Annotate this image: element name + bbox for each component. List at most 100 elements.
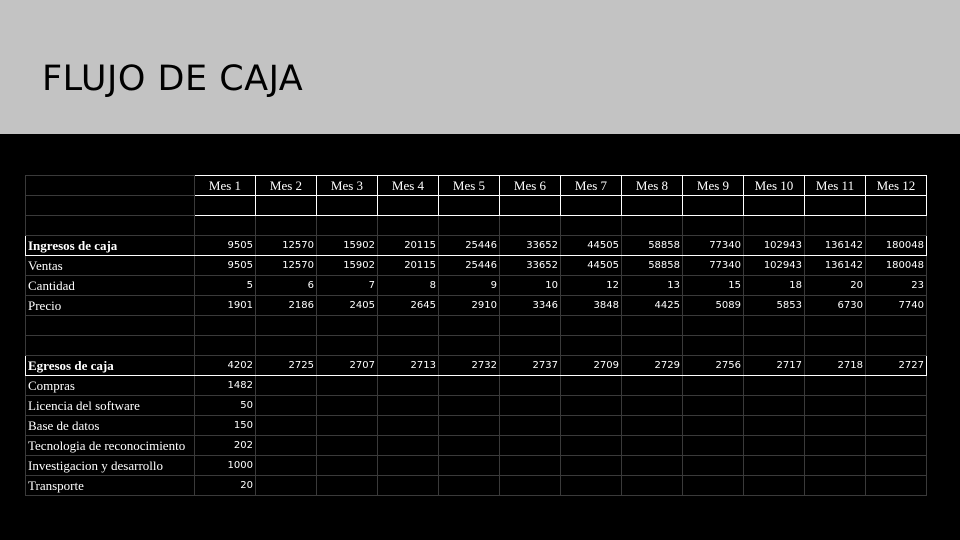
row-value bbox=[865, 475, 927, 496]
blank-cell bbox=[621, 215, 683, 236]
row-value bbox=[316, 435, 378, 456]
row-value bbox=[499, 475, 561, 496]
row-label: Compras bbox=[25, 375, 195, 396]
total-value: 2713 bbox=[377, 355, 439, 376]
row-value: 5089 bbox=[682, 295, 744, 316]
row-value: 18 bbox=[743, 275, 805, 296]
month-header: Mes 4 bbox=[377, 175, 439, 196]
total-value: 12570 bbox=[255, 235, 317, 256]
month-header: Mes 7 bbox=[560, 175, 622, 196]
total-value: 136142 bbox=[804, 235, 866, 256]
blank-cell bbox=[377, 195, 439, 216]
row-value: 15902 bbox=[316, 255, 378, 276]
row-value bbox=[682, 435, 744, 456]
table-row: Ventas 9505 12570 15902 20115 25446 33652 44505… bbox=[25, 255, 927, 276]
row-value bbox=[804, 455, 866, 476]
total-value: 102943 bbox=[743, 235, 805, 256]
blank-cell bbox=[316, 335, 378, 356]
row-value bbox=[743, 375, 805, 396]
row-label: Tecnologia de reconocimiento bbox=[25, 435, 195, 456]
blank-cell bbox=[743, 335, 805, 356]
total-value: 20115 bbox=[377, 235, 439, 256]
row-value bbox=[499, 455, 561, 476]
row-value bbox=[377, 475, 439, 496]
row-value: 7 bbox=[316, 275, 378, 296]
blank-cell bbox=[499, 335, 561, 356]
row-value: 3848 bbox=[560, 295, 622, 316]
blank-cell bbox=[25, 215, 195, 236]
row-value bbox=[743, 455, 805, 476]
blank-cell bbox=[25, 195, 195, 216]
row-value: 6730 bbox=[804, 295, 866, 316]
blank-cell bbox=[804, 215, 866, 236]
row-value bbox=[804, 415, 866, 436]
blank-cell bbox=[865, 315, 927, 336]
row-value bbox=[865, 375, 927, 396]
row-value bbox=[804, 435, 866, 456]
row-value: 20115 bbox=[377, 255, 439, 276]
blank-cell bbox=[865, 335, 927, 356]
blank-cell bbox=[743, 195, 805, 216]
row-value bbox=[438, 455, 500, 476]
ingresos-total-row: Ingresos de caja 9505 12570 15902 20115 25446… bbox=[25, 235, 927, 256]
total-value: 77340 bbox=[682, 235, 744, 256]
blank-cell bbox=[438, 315, 500, 336]
row-label: Investigacion y desarrollo bbox=[25, 455, 195, 476]
blank-cell bbox=[804, 315, 866, 336]
row-value: 150 bbox=[194, 415, 256, 436]
row-value: 6 bbox=[255, 275, 317, 296]
blank-cell bbox=[377, 335, 439, 356]
month-header: Mes 5 bbox=[438, 175, 500, 196]
row-value bbox=[255, 415, 317, 436]
blank-cell bbox=[682, 195, 744, 216]
total-value: 2718 bbox=[804, 355, 866, 376]
blank-cell bbox=[499, 215, 561, 236]
spacer-row bbox=[25, 335, 927, 356]
blank-cell bbox=[377, 315, 439, 336]
month-header: Mes 11 bbox=[804, 175, 866, 196]
total-value: 2756 bbox=[682, 355, 744, 376]
row-value: 1901 bbox=[194, 295, 256, 316]
row-label: Transporte bbox=[25, 475, 195, 496]
row-value bbox=[560, 375, 622, 396]
row-value bbox=[316, 415, 378, 436]
row-value: 8 bbox=[377, 275, 439, 296]
row-value: 25446 bbox=[438, 255, 500, 276]
row-value bbox=[682, 395, 744, 416]
table-row: Licencia del software 50 bbox=[25, 395, 927, 416]
blank-cell bbox=[743, 315, 805, 336]
row-label: Egresos de caja bbox=[25, 355, 195, 376]
row-value bbox=[438, 395, 500, 416]
total-value: 2732 bbox=[438, 355, 500, 376]
row-value bbox=[316, 455, 378, 476]
total-value: 2709 bbox=[560, 355, 622, 376]
total-value: 180048 bbox=[865, 235, 927, 256]
total-value: 15902 bbox=[316, 235, 378, 256]
row-value bbox=[865, 415, 927, 436]
blank-cell bbox=[560, 215, 622, 236]
row-value bbox=[316, 375, 378, 396]
blank-cell bbox=[25, 335, 195, 356]
row-value bbox=[499, 375, 561, 396]
blank-cell bbox=[194, 335, 256, 356]
row-value bbox=[255, 475, 317, 496]
row-label: Cantidad bbox=[25, 275, 195, 296]
row-value bbox=[255, 455, 317, 476]
row-value: 20 bbox=[804, 275, 866, 296]
spacer-row bbox=[25, 215, 927, 236]
table-row: Compras 1482 bbox=[25, 375, 927, 396]
blank-cell bbox=[682, 315, 744, 336]
table-row: Precio 1901 2186 2405 2645 2910 3346 3848 4425 50… bbox=[25, 295, 927, 316]
total-value: 4202 bbox=[194, 355, 256, 376]
row-value: 136142 bbox=[804, 255, 866, 276]
blank-cell bbox=[194, 315, 256, 336]
row-value bbox=[438, 375, 500, 396]
row-value: 9 bbox=[438, 275, 500, 296]
row-value bbox=[316, 395, 378, 416]
blank-cell bbox=[499, 195, 561, 216]
row-value bbox=[377, 415, 439, 436]
row-value bbox=[438, 475, 500, 496]
row-value: 2405 bbox=[316, 295, 378, 316]
row-value bbox=[682, 455, 744, 476]
row-value bbox=[743, 475, 805, 496]
